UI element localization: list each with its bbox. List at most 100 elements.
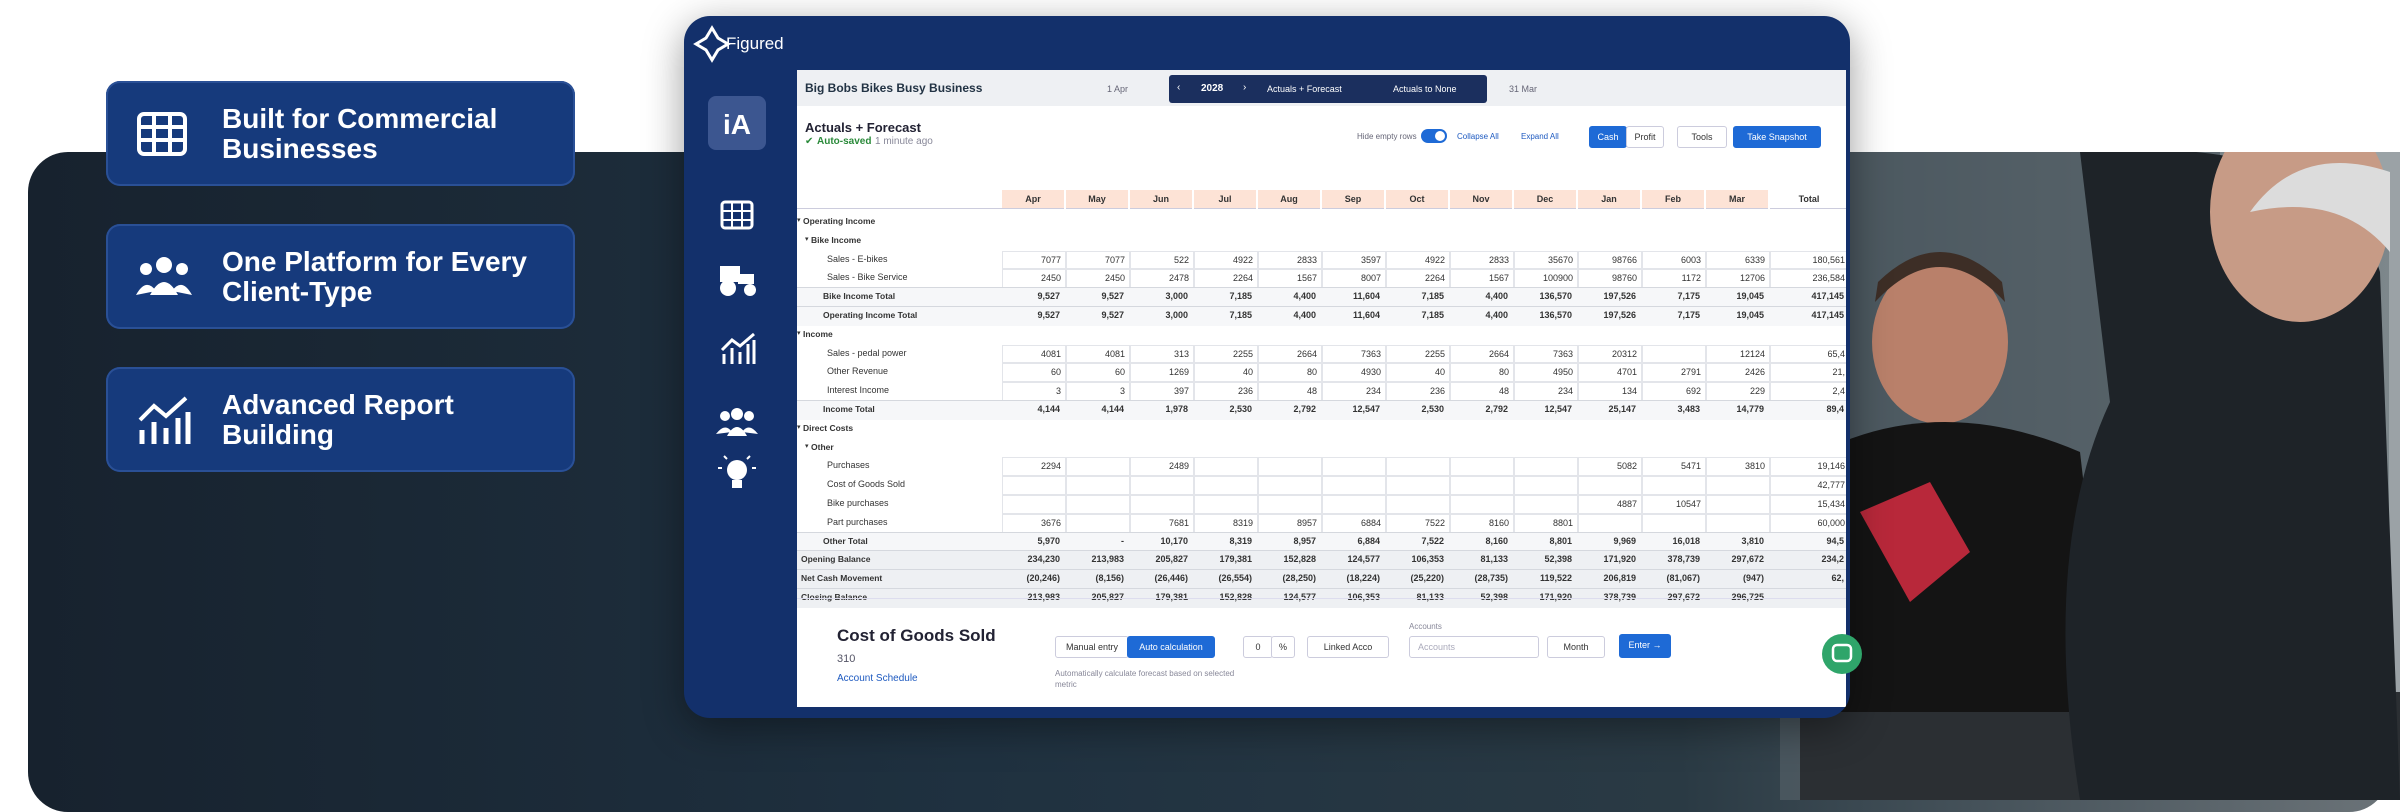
cell: (28,250) — [1282, 573, 1316, 584]
cell: 98760 — [1578, 269, 1642, 289]
auto-calc[interactable]: Auto calculation — [1127, 636, 1215, 658]
cell: 8160 — [1450, 513, 1514, 533]
cell: 12124 — [1706, 344, 1770, 364]
expand-all[interactable]: Expand All — [1521, 132, 1559, 141]
linked-select[interactable]: Linked Acco — [1307, 636, 1389, 658]
grid-icon — [137, 112, 187, 156]
cell: 171,920 — [1539, 592, 1572, 602]
cell: 7077 — [1002, 250, 1066, 270]
sidebar-icons: iA — [708, 96, 766, 488]
cell: 7,522 — [1421, 535, 1444, 546]
cell — [1578, 476, 1642, 495]
cell: 21, — [1770, 363, 1846, 383]
cell: 2294 — [1002, 457, 1066, 477]
accounts-select[interactable]: Accounts — [1409, 636, 1539, 658]
cell — [1066, 513, 1130, 533]
cell: 2450 — [1002, 269, 1066, 289]
cell: 2664 — [1258, 344, 1322, 364]
cell: 7,185 — [1421, 310, 1444, 320]
column-header: Sep — [1322, 190, 1384, 209]
cell: (18,224) — [1346, 573, 1380, 584]
cell: 119,522 — [1539, 573, 1572, 584]
cell: 19,146 — [1770, 457, 1846, 477]
cell: 106,353 — [1411, 554, 1444, 565]
view-select[interactable]: Actuals + Forecast — [1267, 84, 1342, 94]
cell: 62, — [1831, 573, 1844, 584]
cell — [1066, 476, 1130, 495]
cell: 35670 — [1514, 250, 1578, 270]
cell — [1450, 457, 1514, 477]
compare-select[interactable]: Actuals to None — [1393, 84, 1457, 94]
cell: 205,827 — [1091, 592, 1124, 602]
cell: 7522 — [1386, 513, 1450, 533]
cell: 136,570 — [1539, 291, 1572, 302]
cell — [1706, 513, 1770, 533]
collapse-all[interactable]: Collapse All — [1457, 132, 1499, 141]
row-label: Sales - E-bikes — [827, 253, 888, 264]
cell — [1642, 344, 1706, 364]
cell: 7681 — [1130, 513, 1194, 533]
row-label: Opening Balance — [801, 554, 871, 565]
cell — [1386, 495, 1450, 514]
cell: 60,000 — [1770, 513, 1846, 533]
cell: 2833 — [1258, 250, 1322, 270]
row-label: Purchases — [827, 460, 870, 471]
column-header: Total — [1770, 190, 1846, 209]
cell: 378,739 — [1603, 592, 1636, 602]
chat-button[interactable] — [1820, 632, 1864, 676]
cell: 180,561 — [1770, 250, 1846, 270]
cell: - — [1121, 535, 1124, 546]
year[interactable]: 2028 — [1201, 83, 1224, 94]
profit-toggle[interactable]: Profit — [1626, 126, 1664, 148]
cell: 2489 — [1130, 457, 1194, 477]
cell: 81,133 — [1416, 592, 1444, 602]
cell: 94,5 — [1826, 535, 1844, 546]
cell: 3 — [1002, 382, 1066, 401]
enter-button[interactable]: Enter → — [1619, 634, 1671, 658]
cell — [1066, 457, 1130, 477]
cell — [1706, 476, 1770, 495]
app-window: Figured iA Big Bobs Bikes Busy Business … — [684, 16, 1850, 718]
cell — [1450, 495, 1514, 514]
tools[interactable]: Tools — [1677, 126, 1727, 148]
cell — [1386, 457, 1450, 477]
cell — [1514, 476, 1578, 495]
cell: 3,000 — [1165, 310, 1188, 320]
cell: 5471 — [1642, 457, 1706, 477]
cell: 4,400 — [1293, 291, 1316, 302]
table: Apr May Jun Jul Aug Sep Oct Nov Dec Jan Feb Mar Tota… — [797, 190, 1846, 610]
cell: 7,175 — [1677, 291, 1700, 302]
photo — [1780, 152, 2400, 800]
row-label: Operating Income Total — [823, 310, 918, 320]
manual-entry[interactable]: Manual entry — [1055, 636, 1129, 658]
account-schedule[interactable]: Account Schedule — [837, 673, 918, 684]
cell: 11,604 — [1352, 291, 1380, 302]
toggle[interactable] — [1421, 129, 1447, 143]
cash-toggle[interactable]: Cash — [1589, 126, 1627, 148]
amount[interactable]: 0 — [1243, 636, 1273, 658]
row-label: Bike Income — [811, 234, 862, 245]
period-nav[interactable] — [1169, 75, 1487, 103]
row-bg — [797, 400, 1846, 420]
period-select[interactable]: Month — [1547, 636, 1605, 658]
detail-title: Cost of Goods Sold — [837, 626, 996, 645]
cell: 4,400 — [1485, 310, 1508, 320]
cell: 1,978 — [1165, 404, 1188, 414]
cell: 205,827 — [1155, 554, 1188, 565]
feature-card: Built for Commercial Businesses — [106, 81, 575, 186]
cell — [1322, 457, 1386, 477]
cell: 14,779 — [1736, 404, 1764, 414]
brand-logo — [693, 25, 731, 63]
next[interactable]: › — [1243, 82, 1247, 93]
snapshot[interactable]: Take Snapshot — [1733, 126, 1821, 148]
cell: 48 — [1450, 382, 1514, 401]
column-header: Jul — [1194, 190, 1256, 209]
row-label: Sales - Bike Service — [827, 272, 908, 283]
prev[interactable]: ‹ — [1177, 82, 1181, 93]
cell: 7,185 — [1229, 291, 1252, 302]
cell — [1450, 476, 1514, 495]
column-header: Oct — [1386, 190, 1448, 209]
cell: 7077 — [1066, 250, 1130, 270]
detail-divider — [797, 598, 1846, 599]
column-header: Mar — [1706, 190, 1768, 209]
